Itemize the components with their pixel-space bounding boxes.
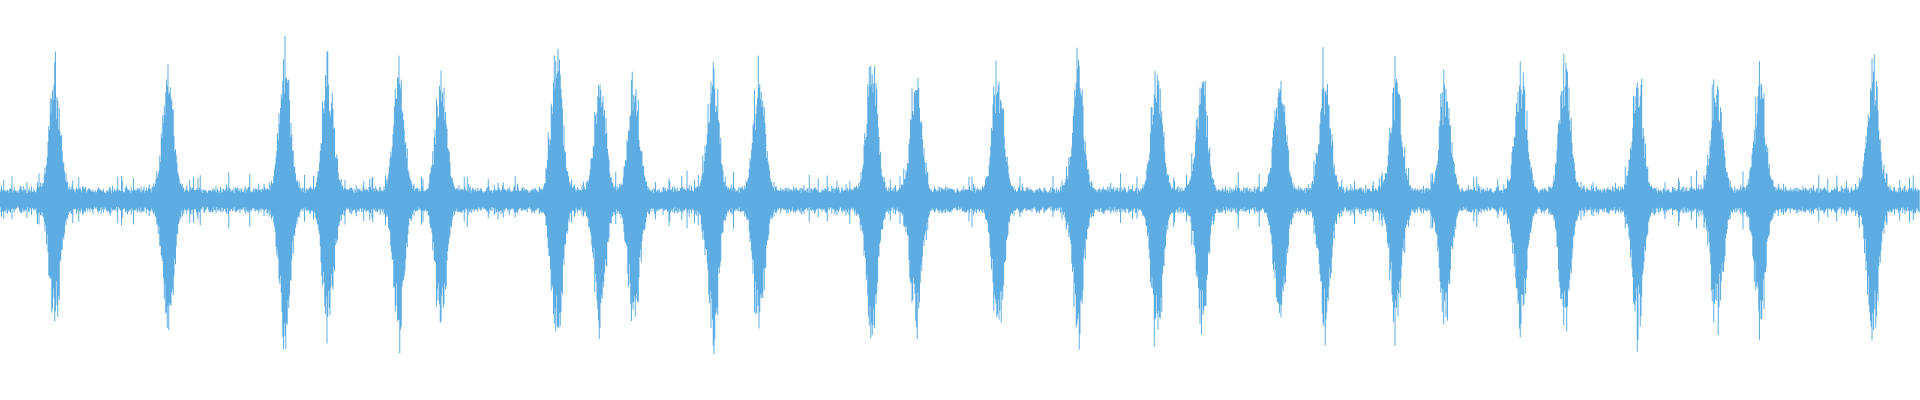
waveform-trace xyxy=(0,35,1920,355)
